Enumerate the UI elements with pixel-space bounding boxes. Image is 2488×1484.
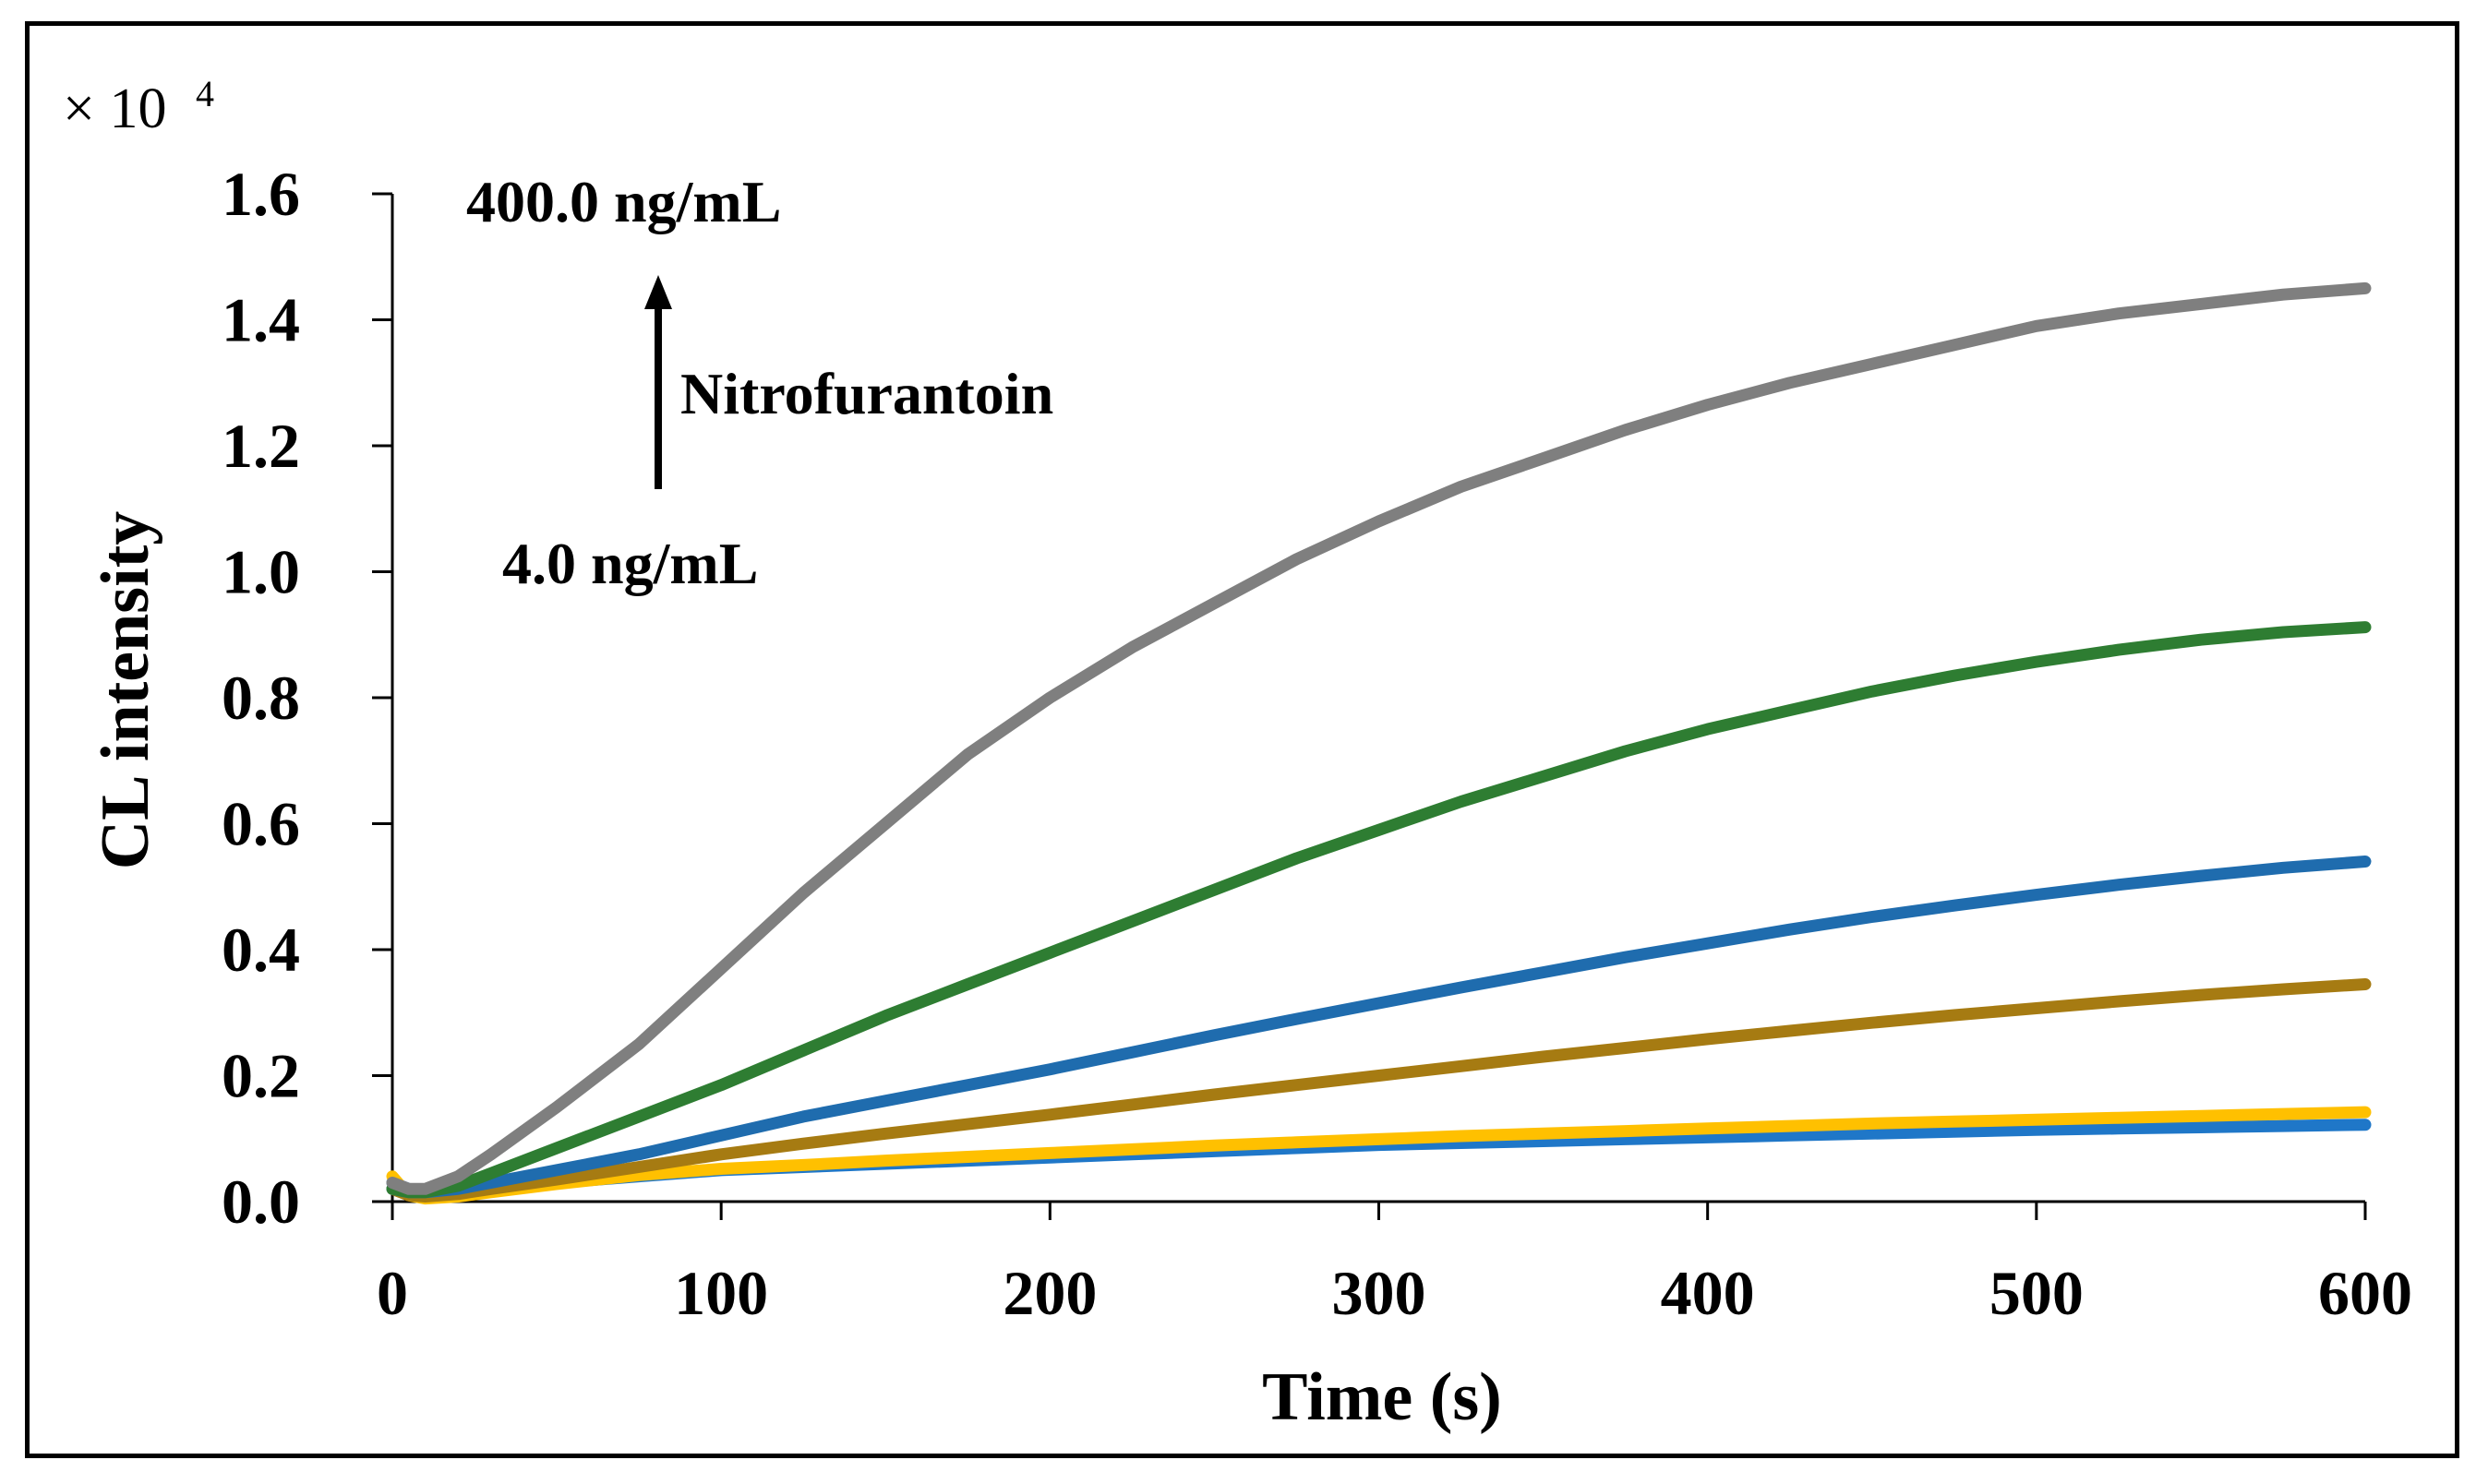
x-tick-label: 300 (1332, 1258, 1426, 1328)
y-ticks: 0.0 0.2 0.4 0.6 0.8 1.0 1.2 1.4 1.6 (222, 159, 392, 1237)
annotation-top-label: 400.0 ng/mL (466, 169, 781, 234)
y-tick-label: 1.4 (222, 285, 300, 355)
annotation-bottom-label: 4.0 ng/mL (502, 531, 758, 596)
y-tick-label: 0.8 (222, 663, 300, 733)
annotation-arrow-label: Nitrofurantoin (680, 361, 1053, 426)
series-group (386, 281, 2372, 1205)
y-tick-label: 0.2 (222, 1041, 300, 1111)
y-tick-label: 1.0 (222, 537, 300, 607)
series-line-3 (386, 978, 2372, 1203)
y-tick-label: 1.6 (222, 159, 300, 229)
x-tick-label: 600 (2318, 1258, 2412, 1328)
series-line-6 (386, 281, 2372, 1195)
y-tick-label: 1.2 (222, 411, 300, 481)
x-tick-label: 400 (1661, 1258, 1755, 1328)
x-tick-label: 100 (674, 1258, 768, 1328)
x-tick-label: 200 (1003, 1258, 1097, 1328)
series-line-5 (386, 621, 2372, 1199)
series-line-4 (386, 856, 2372, 1199)
chart-frame (25, 21, 2459, 1458)
arrow-up-icon (644, 275, 672, 309)
x-tick-label: 500 (1989, 1258, 2084, 1328)
x-axis-title: Time (s) (1262, 1359, 1502, 1435)
x-ticks: 0 100 200 300 400 500 600 (377, 1202, 2412, 1328)
y-tick-label: 0.6 (222, 789, 300, 859)
y-multiplier: × 10 4 (63, 73, 214, 140)
y-tick-label: 0.0 (222, 1167, 300, 1237)
y-multiplier-base: × 10 (63, 78, 166, 140)
y-axis-title: CL intensity (88, 511, 163, 870)
x-tick-label: 0 (377, 1258, 408, 1328)
concentration-annotation: 400.0 ng/mL Nitrofurantoin 4.0 ng/mL (466, 169, 1053, 596)
y-multiplier-exponent: 4 (196, 73, 214, 114)
y-tick-label: 0.4 (222, 915, 300, 985)
